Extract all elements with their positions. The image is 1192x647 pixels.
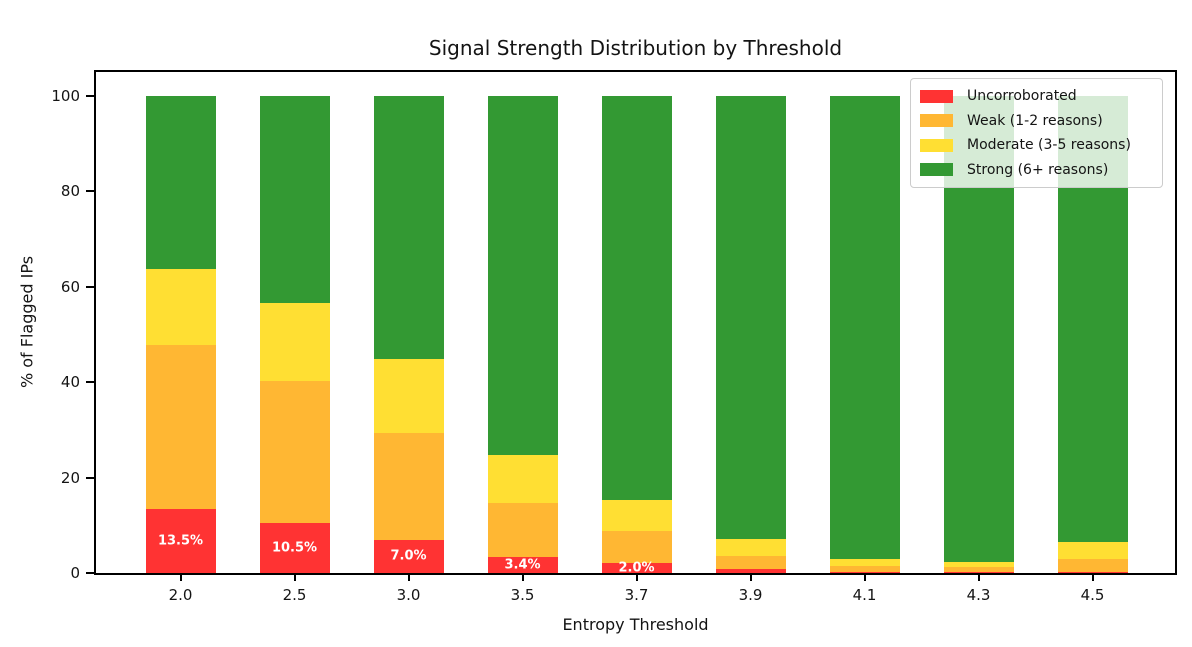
bar-value-label: 10.5% — [271, 540, 318, 556]
plot-inner: 0 20 40 60 80 100 13.5% 2.0 10.5% 2.5 7.0% 3.0 3.4% 3… — [51, 72, 1175, 604]
bar-segment — [829, 95, 900, 559]
x-tick-mark — [179, 573, 182, 581]
bar-segment — [487, 556, 558, 573]
y-tick-label: 80 — [60, 182, 80, 201]
bar-segment — [259, 381, 330, 523]
bar-segment — [145, 268, 216, 345]
legend-item-weak: Weak (1-2 reasons) — [920, 113, 1153, 129]
bar-segment — [259, 302, 330, 382]
x-tick-label: 3.0 — [396, 586, 421, 604]
legend-label: Weak (1-2 reasons) — [967, 112, 1103, 129]
bar-segment — [1057, 559, 1128, 572]
x-tick-label: 2.5 — [282, 586, 307, 604]
bar-segment — [715, 538, 786, 557]
x-tick-mark — [293, 573, 296, 581]
y-tick-label: 0 — [70, 564, 80, 582]
x-axis-label: Entropy Threshold — [562, 615, 709, 634]
bar-segment — [943, 567, 1014, 573]
x-tick-mark — [1091, 573, 1094, 581]
bar-segment — [259, 95, 330, 303]
legend-item-uncorroborated: Uncorroborated — [920, 88, 1153, 104]
bar-segment — [601, 530, 672, 564]
bar-segment — [1057, 571, 1128, 573]
legend-swatch-icon — [920, 163, 953, 177]
bar-segment — [373, 95, 444, 360]
bar-segment — [487, 95, 558, 455]
x-tick-mark — [863, 573, 866, 581]
y-tick-label: 40 — [60, 373, 80, 392]
bar-segment — [373, 539, 444, 573]
x-tick-mark — [407, 573, 410, 581]
bar-value-label: 13.5% — [157, 533, 204, 549]
x-tick-label: 3.7 — [624, 586, 649, 604]
x-tick-label: 3.9 — [738, 586, 763, 604]
x-tick-label: 4.3 — [966, 586, 991, 604]
x-tick-mark — [977, 573, 980, 581]
x-tick-mark — [749, 573, 752, 581]
y-tick-mark — [86, 572, 94, 574]
bar-segment — [259, 522, 330, 573]
chart-title: Signal Strength Distribution by Threshol… — [428, 36, 843, 60]
legend-item-moderate: Moderate (3-5 reasons) — [920, 137, 1153, 153]
legend-swatch-icon — [920, 89, 953, 103]
legend-item-strong: Strong (6+ reasons) — [920, 162, 1153, 178]
legend-label: Uncorroborated — [967, 88, 1077, 105]
bar-segment — [487, 503, 558, 557]
y-axis-label: % of Flagged IPs — [17, 255, 37, 389]
y-tick-mark — [86, 285, 94, 288]
bar-segment — [829, 571, 900, 573]
bar-segment — [373, 359, 444, 434]
bar-segment — [601, 500, 672, 531]
bar-segment — [943, 562, 1014, 568]
bar-segment — [1057, 541, 1128, 560]
bar-value-label: 2.0% — [618, 560, 655, 576]
bar-segment — [487, 454, 558, 504]
bar-segment — [829, 566, 900, 572]
bar-value-label: 7.0% — [390, 548, 427, 564]
bar-segment — [715, 95, 786, 539]
legend-swatch-icon — [920, 114, 953, 128]
bar-segment — [943, 572, 1014, 573]
x-tick-label: 3.5 — [510, 586, 535, 604]
y-tick-mark — [86, 190, 94, 193]
x-tick-label: 4.5 — [1080, 586, 1105, 604]
legend-label: Strong (6+ reasons) — [967, 161, 1109, 178]
y-tick-mark — [86, 94, 94, 97]
legend-swatch-icon — [920, 138, 953, 152]
bar-segment — [601, 563, 672, 573]
bar-segment — [145, 508, 216, 573]
bar-segment — [145, 95, 216, 269]
y-tick-label: 20 — [60, 468, 80, 487]
bar-segment — [601, 95, 672, 501]
bar-value-label: 3.4% — [504, 557, 541, 573]
y-tick-mark — [86, 476, 94, 479]
y-tick-label: 60 — [60, 277, 80, 296]
x-tick-mark — [521, 573, 524, 581]
y-tick-mark — [86, 381, 94, 384]
legend-label: Moderate (3-5 reasons) — [967, 137, 1131, 154]
bar-segment — [829, 558, 900, 567]
legend: Uncorroborated Weak (1-2 reasons) Modera… — [910, 78, 1163, 188]
x-tick-label: 4.1 — [852, 586, 877, 604]
bar-segment — [145, 344, 216, 509]
x-tick-label: 2.0 — [168, 586, 193, 604]
x-tick-mark — [635, 573, 638, 581]
y-tick-label: 100 — [51, 86, 80, 105]
bar-segment — [715, 556, 786, 570]
bar-segment — [715, 569, 786, 573]
bar-segment — [373, 433, 444, 540]
